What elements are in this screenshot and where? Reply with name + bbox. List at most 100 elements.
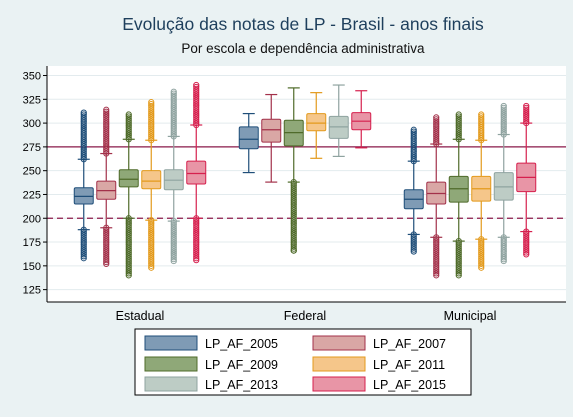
outlier-point xyxy=(170,257,177,265)
outlier-point xyxy=(290,201,297,209)
outlier-point xyxy=(478,260,485,268)
outlier-point xyxy=(80,239,87,247)
outlier-point xyxy=(193,253,200,260)
outlier-point xyxy=(500,112,507,119)
box-body xyxy=(118,169,139,188)
outlier-point xyxy=(193,222,200,229)
outlier-point xyxy=(410,130,417,137)
outlier-point xyxy=(193,224,200,231)
outlier-point xyxy=(433,255,440,262)
outlier-point xyxy=(125,237,132,245)
outlier-point xyxy=(290,205,297,212)
outlier-point xyxy=(103,140,110,148)
outlier-point xyxy=(433,239,440,247)
outlier-point xyxy=(80,253,87,260)
outlier-point xyxy=(80,111,87,118)
outlier-point xyxy=(500,102,507,110)
outlier-point xyxy=(125,120,132,128)
outlier-point xyxy=(148,257,155,264)
outlier-point xyxy=(125,228,132,235)
y-tick-label: 350 xyxy=(23,71,41,83)
outlier-point xyxy=(170,90,177,97)
outlier-point xyxy=(193,251,200,258)
outlier-point xyxy=(478,258,485,266)
outlier-point xyxy=(290,207,297,214)
box-body xyxy=(261,118,282,143)
outlier-point xyxy=(103,251,110,258)
outlier-point xyxy=(523,234,530,241)
outlier-point xyxy=(290,199,297,207)
outlier-point xyxy=(193,97,200,104)
y-tick-label: 300 xyxy=(23,118,41,130)
outlier-point xyxy=(193,89,200,96)
box-body xyxy=(186,160,207,185)
outlier-point xyxy=(500,118,507,125)
outlier-point xyxy=(523,102,530,110)
outlier-point xyxy=(80,113,87,120)
y-tick-label: 275 xyxy=(23,142,41,154)
outlier-point xyxy=(290,239,297,247)
outlier-point xyxy=(103,139,110,146)
outlier-point xyxy=(410,238,417,246)
outlier-point xyxy=(455,117,462,124)
outlier-point xyxy=(103,249,110,256)
legend-item: LP_AF_2005 xyxy=(144,335,278,351)
outlier-point xyxy=(455,257,462,264)
outlier-point xyxy=(103,125,110,132)
outlier-point xyxy=(455,245,462,252)
outlier-point xyxy=(125,117,132,124)
outlier-point xyxy=(523,110,530,117)
outlier-point xyxy=(410,246,417,253)
outlier-point xyxy=(80,236,87,243)
outlier-point xyxy=(523,243,530,250)
outlier-point xyxy=(148,116,155,123)
outlier-point xyxy=(125,236,132,243)
legend-item: LP_AF_2009 xyxy=(144,356,278,372)
outlier-point xyxy=(103,106,110,113)
outlier-point xyxy=(103,114,110,121)
y-tick-label: 325 xyxy=(23,94,41,106)
outlier-point xyxy=(193,228,200,235)
outlier-point xyxy=(193,114,200,121)
outlier-point xyxy=(500,114,507,121)
outlier-point xyxy=(433,131,440,138)
outlier-point xyxy=(170,250,177,257)
outlier-point xyxy=(455,120,462,128)
outlier-point xyxy=(170,238,177,246)
outlier-point xyxy=(433,270,440,277)
outlier-point xyxy=(125,247,132,254)
chart-title: Evolução das notas de LP - Brasil - anos… xyxy=(122,14,484,34)
outlier-point xyxy=(148,228,155,235)
outlier-point xyxy=(193,110,200,117)
outlier-point xyxy=(290,243,297,250)
outlier-point xyxy=(523,114,530,121)
outlier-point xyxy=(80,255,87,262)
legend-label: LP_AF_2015 xyxy=(373,378,446,392)
outlier-point xyxy=(125,124,132,131)
outlier-point xyxy=(455,258,462,266)
outlier-point xyxy=(148,243,155,250)
outlier-point xyxy=(523,236,530,243)
outlier-point xyxy=(103,245,110,252)
outlier-point xyxy=(433,118,440,125)
outlier-point xyxy=(410,240,417,248)
outlier-point xyxy=(125,132,132,139)
outlier-point xyxy=(455,124,462,131)
outlier-point xyxy=(290,228,297,235)
outlier-point xyxy=(148,260,155,268)
outlier-point xyxy=(410,248,417,255)
outlier-point xyxy=(193,255,200,262)
outlier-point xyxy=(80,237,87,245)
outlier-point xyxy=(455,251,462,258)
outlier-point xyxy=(410,128,417,135)
outlier-point xyxy=(290,218,297,226)
outlier-point xyxy=(433,129,440,136)
outlier-point xyxy=(125,241,132,249)
outlier-point xyxy=(148,232,155,239)
outlier-point xyxy=(478,249,485,256)
outlier-point xyxy=(290,217,297,224)
outlier-point xyxy=(433,260,440,268)
outlier-point xyxy=(170,88,177,95)
outlier-point xyxy=(193,99,200,106)
box-LP_AF_2007-Municipal xyxy=(426,114,447,279)
